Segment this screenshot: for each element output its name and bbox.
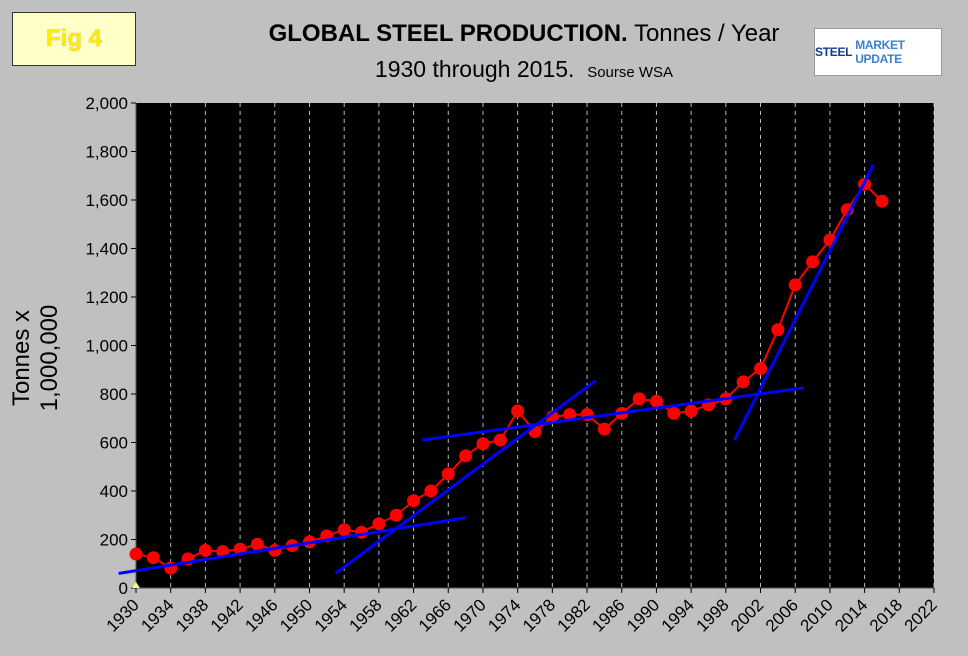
data-point — [146, 551, 160, 565]
x-tick-label: 1942 — [207, 595, 247, 635]
y-tick-label: 600 — [100, 434, 128, 453]
data-point — [459, 449, 473, 463]
trend-line — [118, 516, 466, 575]
y-tick-label: 1,600 — [85, 191, 128, 210]
yellow-marker — [132, 582, 140, 588]
x-tick-label: 2002 — [727, 595, 767, 635]
data-point — [441, 467, 455, 481]
y-tick-label: 800 — [100, 385, 128, 404]
x-tick-label: 1962 — [380, 595, 420, 635]
trend-line — [733, 164, 875, 441]
x-tick-label: 1930 — [103, 595, 143, 635]
data-point — [736, 375, 750, 389]
data-point — [597, 422, 611, 436]
logo-part1: STEEL — [815, 45, 853, 59]
steel-market-update-logo: STEEL MARKET UPDATE — [814, 28, 942, 76]
x-tick-label: 2014 — [831, 595, 871, 635]
x-tick-label: 1950 — [276, 595, 316, 635]
data-point — [407, 494, 421, 508]
chart-title: GLOBAL STEEL PRODUCTION. Tonnes / Year — [40, 20, 968, 48]
x-tick-label: 1934 — [137, 595, 177, 635]
trend-lines — [118, 164, 875, 588]
data-point — [667, 406, 681, 420]
x-tick-label: 2022 — [901, 595, 941, 635]
plot-area — [136, 103, 934, 588]
chart-source: Sourse WSA — [587, 64, 674, 81]
chart-subtitle: 1930 through 2015. Sourse WSA — [40, 56, 968, 83]
x-tick-label: 2010 — [797, 595, 837, 635]
data-point — [389, 508, 403, 522]
data-point — [250, 537, 264, 551]
data-point — [788, 278, 802, 292]
data-point — [511, 404, 525, 418]
x-tick-label: 1986 — [588, 595, 628, 635]
y-tick-labels: 0 200 400 600 800 1,000 1,200 1,400 1,600 1,800 2,… — [85, 94, 136, 598]
trend-line — [334, 379, 597, 575]
x-tick-label: 1946 — [241, 595, 281, 635]
figure-label: Fig 4 — [12, 12, 136, 66]
x-tick-label: 1998 — [692, 595, 732, 635]
data-point — [771, 323, 785, 337]
x-tick-label: 1966 — [415, 595, 455, 635]
y-tick-label: 200 — [100, 531, 128, 550]
data-point — [649, 394, 663, 408]
x-tick-label: 1970 — [450, 595, 490, 635]
x-tick-label: 2018 — [866, 595, 906, 635]
x-tick-label: 1990 — [623, 595, 663, 635]
logo-part2: MARKET UPDATE — [855, 38, 905, 66]
data-point — [684, 404, 698, 418]
y-tick-label: 1,200 — [85, 288, 128, 307]
x-tick-label: 1974 — [484, 595, 524, 635]
data-point — [493, 433, 507, 447]
trend-line — [422, 386, 805, 442]
y-tick-label: 1,400 — [85, 240, 128, 259]
data-point — [754, 362, 768, 376]
x-tick-label: 1938 — [172, 595, 212, 635]
data-point — [424, 484, 438, 498]
y-tick-label: 1,800 — [85, 143, 128, 162]
x-tick-label: 1958 — [346, 595, 386, 635]
x-tick-label: 1954 — [311, 595, 351, 635]
x-tick-label: 2006 — [762, 595, 802, 635]
chart-subtitle-years: 1930 through 2015. — [374, 56, 575, 82]
data-point — [198, 543, 212, 557]
data-point — [129, 547, 143, 561]
y-tick-label: 2,000 — [85, 94, 128, 113]
y-tick-label: 0 — [119, 579, 128, 598]
data-point — [563, 408, 577, 422]
data-point — [476, 437, 490, 451]
x-tick-label: 1978 — [519, 595, 559, 635]
y-tick-label: 400 — [100, 482, 128, 501]
data-point — [372, 517, 386, 531]
data-point — [337, 523, 351, 537]
data-point — [632, 392, 646, 406]
y-tick-label: 1,000 — [85, 337, 128, 356]
data-point — [875, 194, 889, 208]
x-tick-label: 1994 — [658, 595, 698, 635]
chart-title-bold: GLOBAL STEEL PRODUCTION. — [268, 20, 628, 47]
x-tick-labels: 1930193419381942194619501954195819621966… — [103, 588, 941, 636]
data-point — [806, 255, 820, 269]
x-tick-label: 1982 — [554, 595, 594, 635]
chart-title-rest: Tonnes / Year — [627, 20, 780, 47]
